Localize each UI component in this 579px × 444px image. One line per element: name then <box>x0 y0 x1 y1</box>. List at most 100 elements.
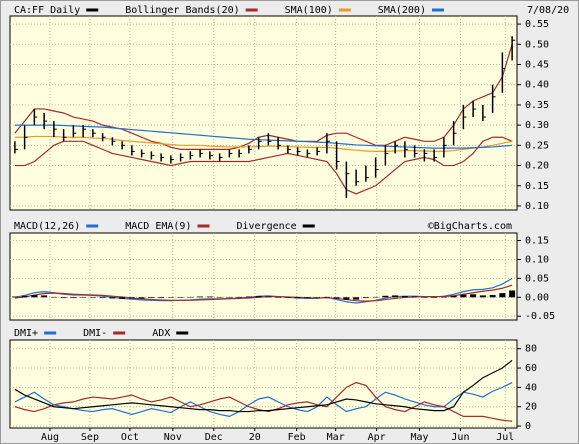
band-upper <box>14 44 513 150</box>
series-line <box>14 124 513 149</box>
series-line <box>14 135 513 152</box>
y-tick-label: -0.05 <box>525 311 555 322</box>
x-tick-label: Nov <box>164 432 182 443</box>
y-tick-label: 0.15 <box>525 181 549 192</box>
x-tick-label: Mar <box>327 432 345 443</box>
divergence-bar <box>99 297 106 299</box>
y-tick-label: 0.10 <box>525 254 549 265</box>
legend-label: SMA(200) <box>378 5 426 16</box>
divergence-bar <box>89 297 96 298</box>
y-tick-label: 20 <box>525 402 537 413</box>
y-tick-label: 0.20 <box>525 161 549 172</box>
divergence-bar <box>11 296 18 298</box>
divergence-bar <box>382 295 389 298</box>
divergence-bar <box>177 297 184 298</box>
y-tick-label: 80 <box>525 344 537 355</box>
legend-label: DMI+ <box>14 328 38 339</box>
legend-label: ADX <box>152 328 170 339</box>
x-tick-label: Dec <box>205 432 223 443</box>
divergence-bar <box>21 295 28 298</box>
legend-label: Bollinger Bands(20) <box>125 5 239 16</box>
divergence-bar <box>304 297 311 299</box>
divergence-bar <box>509 290 516 298</box>
divergence-bar <box>197 296 204 298</box>
divergence-bar <box>119 297 126 299</box>
divergence-bar <box>167 297 174 298</box>
divergence-bar <box>460 294 467 298</box>
band-lower <box>14 136 513 195</box>
y-tick-label: 0.40 <box>525 80 549 91</box>
y-tick-label: 0.15 <box>525 236 549 247</box>
divergence-bar <box>148 297 155 299</box>
panel <box>9 232 518 321</box>
divergence-bar <box>470 294 477 298</box>
series-line <box>14 284 513 302</box>
divergence-bar <box>158 297 165 299</box>
divergence-bar <box>138 297 145 299</box>
y-tick-label: 0.00 <box>525 292 549 303</box>
y-tick-label: 0.25 <box>525 140 549 151</box>
legend-label: MACD EMA(9) <box>125 221 191 232</box>
divergence-bar <box>450 295 457 298</box>
y-tick-label: 60 <box>525 363 537 374</box>
y-tick-label: 0.10 <box>525 201 549 212</box>
date-label: 7/08/20 <box>527 5 569 16</box>
divergence-bar <box>284 297 291 298</box>
divergence-bar <box>216 296 223 298</box>
divergence-bar <box>489 295 496 298</box>
y-tick-label: 0.35 <box>525 100 549 111</box>
divergence-bar <box>323 296 330 298</box>
y-tick-label: 40 <box>525 382 537 393</box>
legend-label: SMA(100) <box>285 5 333 16</box>
divergence-bar <box>255 296 262 298</box>
divergence-bar <box>41 295 48 298</box>
divergence-bar <box>187 296 194 298</box>
divergence-bar <box>226 296 233 298</box>
divergence-bar <box>479 295 486 298</box>
divergence-bar <box>236 296 243 298</box>
divergence-bar <box>294 297 301 299</box>
y-tick-label: 0 <box>525 421 531 432</box>
x-tick-label: Jun <box>451 432 469 443</box>
series-line <box>14 382 513 418</box>
legend-label: MACD(12,26) <box>14 221 80 232</box>
x-tick-label: Apr <box>368 432 386 443</box>
x-tick-label: Feb <box>288 432 306 443</box>
x-tick-label: Sep <box>81 432 99 443</box>
divergence-bar <box>431 297 438 298</box>
divergence-bar <box>314 297 321 298</box>
divergence-bar <box>245 296 252 298</box>
x-tick-label: 20 <box>249 432 261 443</box>
divergence-bar <box>343 297 350 300</box>
divergence-bar <box>275 297 282 298</box>
legend-label: Divergence <box>236 221 296 232</box>
panel <box>9 15 518 211</box>
panel <box>9 339 518 429</box>
divergence-bar <box>60 297 67 299</box>
divergence-bar <box>411 296 418 298</box>
divergence-bar <box>80 297 87 298</box>
divergence-bar <box>265 296 272 298</box>
y-tick-label: 0.45 <box>525 60 549 71</box>
divergence-bar <box>421 297 428 298</box>
y-tick-label: 0.55 <box>525 19 549 30</box>
legend-label: CA:FF Daily <box>14 5 80 16</box>
divergence-bar <box>372 296 379 298</box>
x-tick-label: May <box>410 432 428 443</box>
divergence-bar <box>70 297 77 299</box>
divergence-bar <box>31 295 38 298</box>
divergence-bar <box>353 297 360 300</box>
divergence-bar <box>499 293 506 298</box>
credit: ©BigCharts.com <box>428 221 512 232</box>
divergence-bar <box>333 297 340 299</box>
divergence-bar <box>50 296 57 298</box>
divergence-bar <box>440 296 447 298</box>
x-tick-label: Aug <box>41 432 59 443</box>
x-tick-label: Jul <box>496 432 514 443</box>
divergence-bar <box>362 297 369 299</box>
y-tick-label: 0.05 <box>525 273 549 284</box>
x-tick-label: Oct <box>121 432 139 443</box>
divergence-bar <box>401 296 408 298</box>
series-line <box>14 359 513 413</box>
